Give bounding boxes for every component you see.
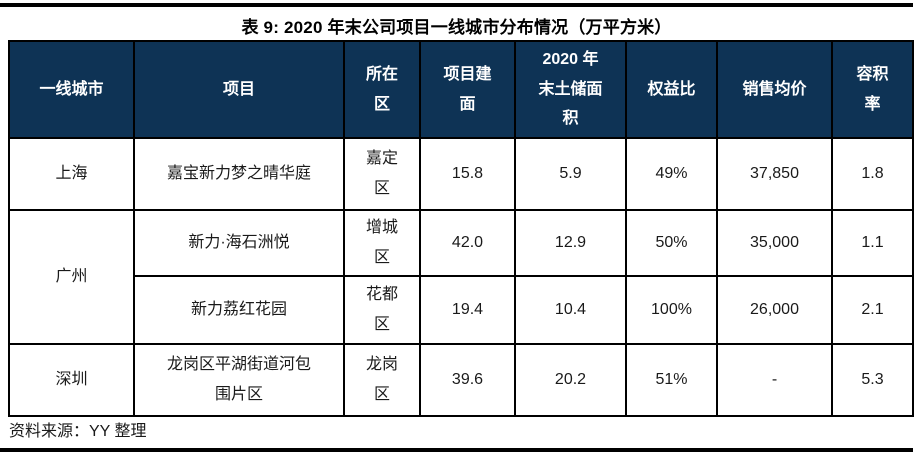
cell-avg-price: - — [716, 343, 833, 417]
cell-built-area: 42.0 — [419, 209, 516, 277]
cell-project: 龙岗区平湖街道河包 围片区 — [133, 343, 345, 417]
cell-district: 嘉定 区 — [343, 137, 421, 211]
cell-built-area: 39.6 — [419, 343, 516, 417]
projects-table: 一线城市 项目 所在 区 项目建 面 2020 年 末土储面 积 权益比 销售均… — [8, 40, 914, 417]
cell-project: 新力荔红花园 — [133, 275, 345, 345]
cell-built-area: 19.4 — [419, 275, 516, 345]
cell-land-reserve: 12.9 — [514, 209, 627, 277]
cell-district: 龙岗 区 — [343, 343, 421, 417]
header-cell-land-reserve: 2020 年 末土储面 积 — [514, 40, 627, 139]
cell-project: 嘉宝新力梦之晴华庭 — [133, 137, 345, 211]
cell-land-reserve: 20.2 — [514, 343, 627, 417]
cell-equity-ratio: 100% — [625, 275, 718, 345]
cell-city: 深圳 — [8, 343, 135, 417]
table-row-shenzhen: 深圳 龙岗区平湖街道河包 围片区 龙岗 区 39.6 20.2 51% - 5.… — [8, 343, 914, 417]
cell-city: 广州 — [8, 209, 135, 345]
table-row-guangzhou-1: 广州 新力·海石洲悦 增城 区 42.0 12.9 50% 35,000 1.1 — [8, 209, 914, 345]
cell-equity-ratio: 49% — [625, 137, 718, 211]
table-title: 表 9: 2020 年末公司项目一线城市分布情况（万平方米） — [241, 18, 672, 37]
header-cell-built-area: 项目建 面 — [419, 40, 516, 139]
cell-city: 上海 — [8, 137, 135, 211]
cell-equity-ratio: 50% — [625, 209, 718, 277]
cell-land-reserve: 5.9 — [514, 137, 627, 211]
bottom-rule — [0, 448, 913, 452]
header-cell-district: 所在 区 — [343, 40, 421, 139]
top-rule — [0, 3, 913, 7]
cell-plot-ratio: 2.1 — [831, 275, 914, 345]
source-note: 资料来源：YY 整理 — [9, 423, 147, 440]
cell-project: 新力·海石洲悦 — [133, 209, 345, 277]
header-cell-avg-price: 销售均价 — [716, 40, 833, 139]
header-cell-project: 项目 — [133, 40, 345, 139]
cell-plot-ratio: 1.8 — [831, 137, 914, 211]
table-row-shanghai: 上海 嘉宝新力梦之晴华庭 嘉定 区 15.8 5.9 49% 37,850 1.… — [8, 137, 914, 211]
cell-avg-price: 35,000 — [716, 209, 833, 277]
header-row: 一线城市 项目 所在 区 项目建 面 2020 年 末土储面 积 权益比 销售均… — [8, 40, 914, 139]
cell-equity-ratio: 51% — [625, 343, 718, 417]
header-cell-equity-ratio: 权益比 — [625, 40, 718, 139]
cell-district: 增城 区 — [343, 209, 421, 277]
cell-avg-price: 37,850 — [716, 137, 833, 211]
cell-district: 花都 区 — [343, 275, 421, 345]
cell-land-reserve: 10.4 — [514, 275, 627, 345]
header-cell-city: 一线城市 — [8, 40, 135, 139]
cell-avg-price: 26,000 — [716, 275, 833, 345]
cell-plot-ratio: 5.3 — [831, 343, 914, 417]
cell-plot-ratio: 1.1 — [831, 209, 914, 277]
cell-built-area: 15.8 — [419, 137, 516, 211]
table-row-guangzhou-2: 新力荔红花园 花都 区 19.4 10.4 100% 26,000 2.1 — [9, 275, 914, 345]
header-cell-plot-ratio: 容积 率 — [831, 40, 914, 139]
